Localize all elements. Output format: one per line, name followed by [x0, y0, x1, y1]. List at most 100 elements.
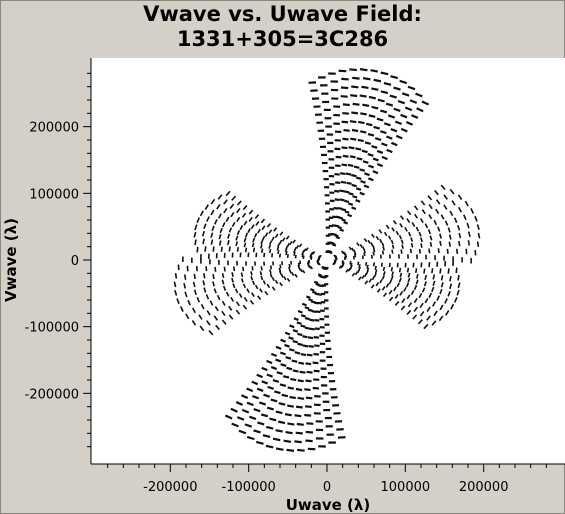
- uv-point: [243, 237, 247, 243]
- uv-point: [413, 284, 418, 290]
- uv-point: [368, 114, 376, 118]
- uv-point: [367, 133, 375, 137]
- uv-point: [305, 396, 313, 400]
- uv-point: [432, 280, 436, 286]
- uv-point: [443, 204, 448, 210]
- uv-point: [348, 146, 355, 150]
- uv-point: [432, 274, 436, 280]
- uv-point: [355, 176, 362, 180]
- uv-point: [206, 310, 211, 316]
- uv-point: [407, 231, 412, 237]
- uv-point: [274, 390, 281, 395]
- uv-point: [174, 290, 178, 296]
- uv-point: [435, 208, 440, 214]
- uv-point: [264, 232, 269, 237]
- uv-point: [220, 246, 223, 252]
- uv-point: [418, 292, 423, 299]
- uv-point: [409, 99, 418, 104]
- uv-point: [440, 275, 444, 281]
- uv-point: [394, 294, 399, 299]
- uv-point: [427, 229, 432, 235]
- uv-point: [313, 280, 319, 285]
- uv-point: [243, 242, 247, 248]
- uv-point: [410, 242, 414, 248]
- uv-point: [271, 286, 276, 291]
- uv-point: [406, 294, 411, 300]
- uv-point: [248, 216, 253, 222]
- uv-point: [398, 267, 402, 273]
- uv-point: [265, 444, 274, 449]
- uv-point: [400, 305, 406, 311]
- uv-point: [208, 329, 214, 336]
- uv-point: [453, 217, 458, 224]
- uv-point: [355, 187, 362, 191]
- uv-point: [339, 228, 345, 232]
- uv-point: [231, 277, 234, 283]
- uv-point: [234, 288, 239, 294]
- uv-point: [239, 225, 244, 231]
- uv-point: [337, 206, 343, 210]
- uv-point: [308, 344, 314, 348]
- uv-point: [394, 301, 400, 306]
- uv-point: [440, 214, 445, 220]
- uv-point: [371, 145, 378, 149]
- uv-point: [371, 87, 379, 91]
- y-axis-label: Vwave (λ): [2, 218, 20, 302]
- uv-point: [458, 206, 463, 213]
- uv-point: [284, 343, 290, 348]
- uv-point: [391, 244, 395, 249]
- uv-point: [228, 314, 234, 320]
- uv-point: [409, 248, 412, 254]
- uv-point: [248, 209, 254, 215]
- uv-point: [457, 194, 463, 201]
- uv-point: [381, 242, 385, 247]
- uv-point: [451, 200, 456, 206]
- uv-point: [232, 266, 236, 272]
- uv-point: [274, 233, 279, 238]
- uv-point: [249, 300, 255, 305]
- uv-point: [351, 85, 359, 89]
- uv-point: [341, 163, 348, 167]
- uv-point: [274, 279, 279, 285]
- uv-point: [379, 238, 383, 244]
- uv-point: [415, 279, 419, 285]
- uv-point: [404, 106, 413, 112]
- uv-point: [212, 274, 215, 280]
- uv-point: [335, 181, 341, 184]
- uv-point: [351, 272, 356, 277]
- uv-point: [279, 383, 287, 387]
- uv-point: [257, 228, 261, 234]
- uv-point: [278, 420, 286, 425]
- uv-point: [282, 375, 290, 379]
- uv-point: [352, 76, 360, 80]
- uv-point: [347, 163, 354, 168]
- uv-point: [183, 274, 187, 280]
- uv-point: [305, 379, 312, 383]
- uv-point: [360, 179, 366, 184]
- uv-point: [342, 137, 349, 141]
- uv-point: [242, 266, 245, 272]
- uv-point: [386, 148, 393, 154]
- uv-point: [340, 86, 349, 90]
- uv-point: [340, 180, 347, 184]
- uv-point: [251, 242, 255, 248]
- uv-point: [281, 393, 289, 398]
- uv-point: [297, 309, 303, 314]
- uv-point: [275, 429, 283, 433]
- uv-point: [280, 338, 287, 343]
- uv-point: [419, 218, 424, 224]
- uv-point: [380, 90, 389, 95]
- uv-point: [280, 363, 287, 367]
- uv-point: [391, 249, 394, 254]
- uv-point: [241, 394, 249, 400]
- uv-point: [260, 244, 263, 249]
- uv-point: [252, 247, 256, 253]
- uv-point: [367, 239, 371, 244]
- uv-point: [296, 321, 302, 325]
- uv-point: [310, 256, 313, 260]
- uv-point: [361, 274, 365, 280]
- uv-point: [383, 81, 392, 86]
- uv-point: [223, 199, 228, 205]
- uv-point: [221, 319, 227, 325]
- uv-point: [399, 79, 408, 85]
